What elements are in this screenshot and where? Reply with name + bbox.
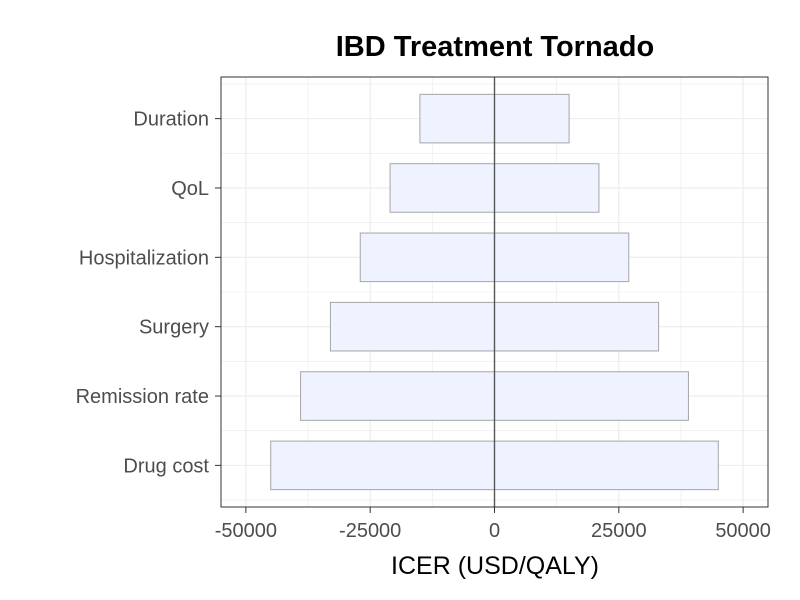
category-label: Remission rate [76, 386, 209, 408]
category-label: Duration [133, 109, 209, 131]
y-axis: Duration QoL Hospitalization Surgery Remissi… [76, 109, 221, 477]
category-label: QoL [171, 178, 209, 200]
x-tick-label: 50000 [715, 520, 771, 542]
x-tick-label: 0 [489, 520, 500, 542]
x-tick-label: -50000 [215, 520, 277, 542]
category-label: Surgery [139, 317, 209, 339]
x-axis: -50000 -25000 0 25000 50000 [215, 507, 771, 542]
chart-title: IBD Treatment Tornado [336, 31, 655, 63]
x-tick-label: 25000 [591, 520, 647, 542]
x-tick-label: -25000 [339, 520, 401, 542]
category-label: Hospitalization [79, 247, 209, 269]
category-label: Drug cost [123, 455, 209, 477]
x-axis-title: ICER (USD/QALY) [391, 552, 599, 580]
